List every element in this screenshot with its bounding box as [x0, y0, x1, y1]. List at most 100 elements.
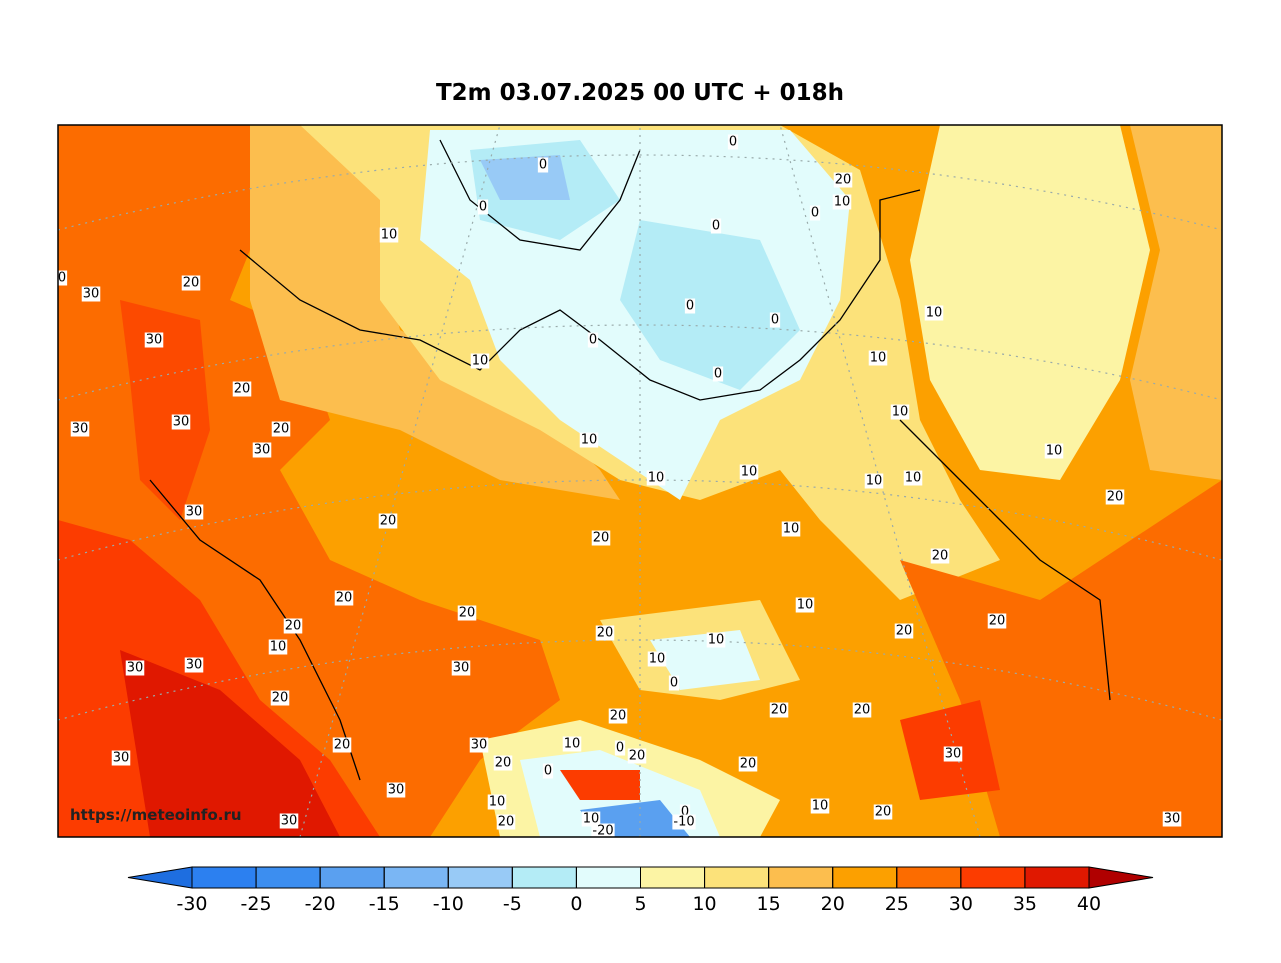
contour-label: 20: [896, 624, 913, 639]
colorbar-bin: [960, 866, 1026, 889]
contour-label: 0: [771, 313, 779, 328]
contour-label-bg: [591, 823, 615, 839]
contour-label-bg: [181, 275, 201, 291]
contour-label-bg: [451, 660, 471, 676]
map-field: [58, 125, 1222, 837]
contour-label: 20: [854, 703, 871, 718]
colorbar-tick-label: 5: [634, 893, 646, 915]
contour-label: 30: [388, 783, 405, 798]
contour-label-bg: [832, 194, 852, 210]
colorbar-tick-label: -20: [305, 893, 336, 915]
contour-label: 20: [932, 549, 949, 564]
contour-label-bg: [252, 442, 272, 458]
contour-label-bg: [587, 332, 599, 348]
contour-label: 10: [866, 474, 883, 489]
contour-label: 20: [495, 756, 512, 771]
contour-label-bg: [477, 199, 489, 215]
contour-label: 30: [453, 661, 470, 676]
contour-label: 10: [797, 598, 814, 613]
contour-label: 30: [83, 287, 100, 302]
colorbar-bin: [768, 866, 834, 889]
contour-label-bg: [591, 530, 611, 546]
colorbar-bin: [640, 866, 706, 889]
contour-label-bg: [924, 305, 944, 321]
contour-label-bg: [890, 404, 910, 420]
contour-label: 0: [712, 219, 720, 234]
colorbar-over: [1088, 866, 1154, 889]
contour-label-bg: [781, 521, 801, 537]
contour-label: 20: [334, 738, 351, 753]
contour-label: 30: [1164, 812, 1181, 827]
contour-label: 0: [714, 367, 722, 382]
contour-label: 0: [811, 206, 819, 221]
contour-label: 0: [681, 805, 689, 820]
contour-label: 30: [72, 422, 89, 437]
colorbar-tick-label: 0: [570, 893, 582, 915]
contour-label: 10: [870, 351, 887, 366]
contour-label-bg: [56, 270, 68, 286]
colorbar-tick-label: 30: [949, 893, 973, 915]
contour-label: 0: [589, 333, 597, 348]
contour-label: 20: [740, 757, 757, 772]
contour-label-bg: [627, 748, 647, 764]
contour-label-bg: [795, 597, 815, 613]
contour-label: 0: [544, 764, 552, 779]
contour-label: 10: [649, 652, 666, 667]
contour-label-bg: [706, 632, 726, 648]
contour-label-bg: [332, 737, 352, 753]
contour-label-bg: [809, 205, 821, 221]
contour-label-bg: [184, 504, 204, 520]
contour-label: 10: [581, 433, 598, 448]
contour-label: 20: [285, 619, 302, 634]
contour-label: 30: [127, 661, 144, 676]
contour-label-bg: [810, 798, 830, 814]
contour-label-bg: [769, 702, 789, 718]
contour-label: 30: [471, 738, 488, 753]
colorbar-tick-label: 25: [885, 893, 909, 915]
contour-label-bg: [457, 605, 477, 621]
contour-label-bg: [111, 750, 131, 766]
contour-label-bg: [386, 782, 406, 798]
contour-label-bg: [672, 814, 696, 830]
contour-label-bg: [271, 421, 291, 437]
contour-label-bg: [608, 708, 628, 724]
contour-label-bg: [70, 421, 90, 437]
contour-label-bg: [987, 613, 1007, 629]
contour-label: 20: [273, 422, 290, 437]
contour-label-bg: [595, 625, 615, 641]
contour-label: -10: [673, 815, 694, 830]
contour-label-bg: [184, 657, 204, 673]
contour-label-bg: [668, 675, 680, 691]
contour-label: 30: [186, 658, 203, 673]
contour-label-bg: [81, 286, 101, 302]
contour-label-bg: [1105, 489, 1125, 505]
contour-label-bg: [232, 381, 252, 397]
contour-label: 20: [459, 606, 476, 621]
contour-label-bg: [283, 618, 303, 634]
contour-label-bg: [279, 813, 299, 829]
contour-label-bg: [727, 134, 739, 150]
contour-label: 10: [708, 633, 725, 648]
contour-label-bg: [378, 513, 398, 529]
contour-label: 0: [479, 200, 487, 215]
colorbar-tick-label: -10: [433, 893, 464, 915]
contour-label-bg: [581, 811, 601, 827]
contour-label-bg: [493, 755, 513, 771]
colorbar-tick-label: 40: [1077, 893, 1101, 915]
contour-label: 10: [741, 465, 758, 480]
colorbar-bin: [511, 866, 577, 889]
contour-label: 0: [729, 135, 737, 150]
contour-label: 10: [270, 640, 287, 655]
contour-label: 20: [593, 531, 610, 546]
colorbar-tick-label: 20: [821, 893, 845, 915]
colorbar-tick-label: 10: [692, 893, 716, 915]
colorbar: -30 -25 -20 -15 -10 -5 0 5 10 15 20 25 30 35 40: [127, 866, 1154, 915]
contour-label-bg: [930, 548, 950, 564]
contour-label-bg: [562, 736, 582, 752]
colorbar-tick-label: 35: [1013, 893, 1037, 915]
contour-label: 0: [58, 271, 66, 286]
colorbar-bin: [896, 866, 962, 889]
colorbar-under: [127, 866, 193, 889]
contour-label: 20: [234, 382, 251, 397]
